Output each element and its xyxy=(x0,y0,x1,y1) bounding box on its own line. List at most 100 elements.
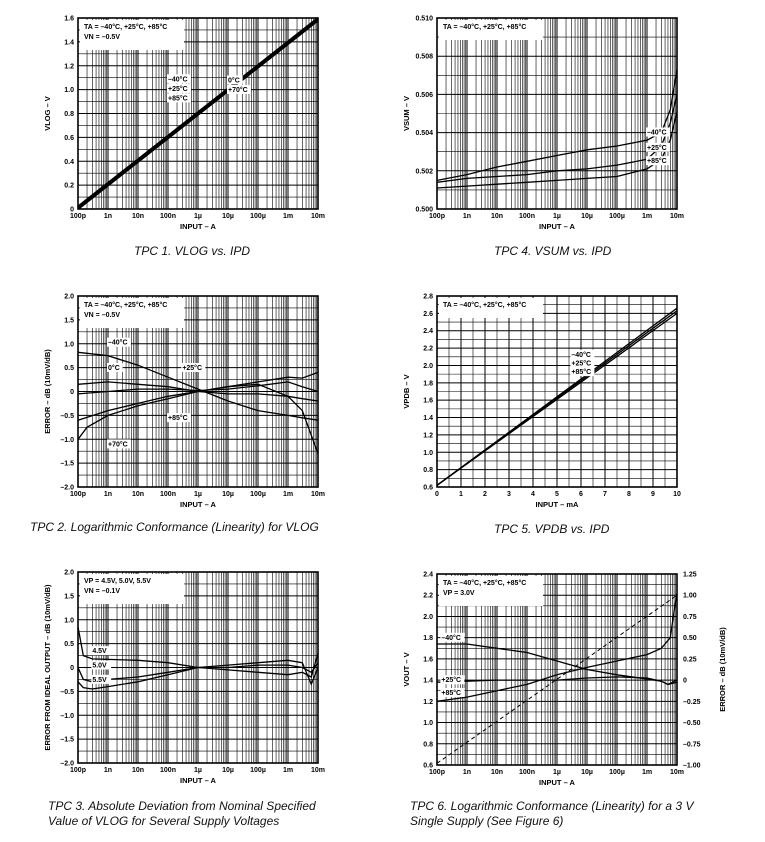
x-tick-label: 10µ xyxy=(222,767,234,774)
annotation-label: +85°C xyxy=(168,414,188,422)
annotation-box xyxy=(440,632,465,642)
y2-tick-label: 0.75 xyxy=(683,614,697,621)
y-tick-label: 2.0 xyxy=(64,570,74,577)
series-line xyxy=(77,17,319,208)
x-tick-label: 10m xyxy=(311,491,325,498)
annotation-label: +25°C xyxy=(441,676,461,684)
series-line xyxy=(77,381,319,402)
series-line xyxy=(436,111,678,189)
annotation-box xyxy=(646,156,670,166)
chart-tpc6-svg: 100p 1n 10n 100n 1µ 10µ 100µ 1m 10m 0.6 0.8 1.0 1.2 1… xyxy=(402,572,727,788)
legend-entry: TA = –40°C, +25°C, +85°C xyxy=(84,23,167,31)
y-axis-label: VOUT – V xyxy=(402,652,411,686)
y-axis-label: ERROR FROM IDEAL OUTPUT – dB (10mV/dB) xyxy=(43,584,52,751)
y-tick-label: 1.8 xyxy=(423,380,433,387)
legend-entry: VP = 4.5V, 5.0V, 5.5V xyxy=(84,578,151,585)
y-tick-label: 2.4 xyxy=(423,328,433,335)
x-tick-label: 0 xyxy=(435,491,439,498)
x-tick-label: 100µ xyxy=(609,769,625,776)
y2-tick-label: 1.00 xyxy=(683,593,697,600)
y-tick-label: 0 xyxy=(70,665,74,672)
y-tick-label: 2.2 xyxy=(423,346,433,353)
y2-tick-label: –0.50 xyxy=(683,720,701,727)
y-tick-label: 0.6 xyxy=(423,485,433,492)
x-tick-label: 1m xyxy=(283,491,293,498)
y2-axis-label: ERROR – dB (10mV/dB) xyxy=(718,627,727,712)
annotation-box xyxy=(570,367,595,377)
y-tick-label: 0.8 xyxy=(423,741,433,748)
y-tick-label: 2.2 xyxy=(423,593,433,600)
annotation-box xyxy=(646,142,670,152)
y-tick-label: 2.0 xyxy=(423,363,433,370)
x-axis-label: INPUT – A xyxy=(539,222,576,231)
chart-tpc4: 100p 1n 10n 100n 1µ 10µ 100µ 1m 10m 0.500 0.502 0.5… xyxy=(385,0,765,268)
x-tick-label: 1 xyxy=(459,491,463,498)
caption-tpc1: TPC 1. VLOG vs. IPD xyxy=(134,244,251,258)
annotation-box xyxy=(227,75,243,85)
y-tick-label: 1.0 xyxy=(64,617,74,624)
x-axis-label: INPUT – A xyxy=(180,222,217,231)
series-line xyxy=(436,69,678,182)
annotation-label: 4.5V xyxy=(92,648,107,655)
series-line xyxy=(77,381,319,395)
x-tick-label: 10µ xyxy=(222,213,234,220)
annotation-box xyxy=(91,660,112,670)
x-tick-label: 1m xyxy=(642,769,652,776)
series-line xyxy=(436,676,678,686)
y-tick-label: –2.0 xyxy=(60,485,74,492)
annotation-box xyxy=(570,358,595,368)
x-tick-label: 1µ xyxy=(553,769,561,776)
y-tick-label: –2.0 xyxy=(60,761,74,768)
x-tick-label: 100n xyxy=(519,769,535,776)
y-axis-label: ERROR – dB (10mV/dB) xyxy=(43,349,52,434)
y-tick-label: 0.5 xyxy=(64,641,74,648)
x-tick-label: 1µ xyxy=(194,767,202,774)
y-tick-label: 0 xyxy=(70,389,74,396)
legend-box xyxy=(439,298,543,318)
y-tick-label: 0 xyxy=(70,207,74,214)
x-tick-label: 10n xyxy=(491,213,503,220)
annotation-box xyxy=(440,687,465,697)
y-tick-label: 0.2 xyxy=(64,183,74,190)
y-tick-label: 0.508 xyxy=(415,54,433,61)
chart-tpc5: 0 1 2 3 4 5 6 7 8 9 10 0.6 0.8 1.0 1.2 1.4 1.6 1.8 2.0 2.2 2… xyxy=(385,282,765,512)
annotation-label: +25°C xyxy=(168,85,188,93)
y-tick-label: 2.8 xyxy=(423,294,433,301)
y-tick-label: 0.502 xyxy=(415,168,433,175)
x-axis-label: INPUT – A xyxy=(539,778,576,787)
legend-entry: TA = –40°C, +25°C, +85°C xyxy=(443,579,526,587)
x-tick-label: 100n xyxy=(519,213,535,220)
annotation-box xyxy=(167,74,191,84)
x-tick-label: 9 xyxy=(651,491,655,498)
annotation-box xyxy=(107,439,131,449)
annotation-label: 5.5V xyxy=(92,677,107,684)
y-tick-label: 0.8 xyxy=(423,467,433,474)
series-line xyxy=(436,312,678,486)
y2-tick-label: 1.25 xyxy=(683,572,697,579)
x-tick-label: 1m xyxy=(642,213,652,220)
x-tick-label: 1µ xyxy=(553,213,561,220)
y-tick-label: 1.6 xyxy=(64,16,74,23)
x-tick-label: 10 xyxy=(673,491,681,498)
annotation-label: 5.0V xyxy=(92,663,107,670)
series-line xyxy=(436,94,678,183)
y-tick-label: –1.5 xyxy=(60,737,74,744)
x-tick-label: 10n xyxy=(132,491,144,498)
annotation-box xyxy=(91,646,112,656)
y-tick-label: 1.8 xyxy=(423,635,433,642)
x-tick-label: 100p xyxy=(429,213,445,220)
x-tick-label: 100p xyxy=(70,767,86,774)
y-tick-label: 1.0 xyxy=(64,341,74,348)
y2-tick-label: 0.50 xyxy=(683,635,697,642)
annotation-box xyxy=(167,83,191,93)
x-tick-label: 10µ xyxy=(581,769,593,776)
chart-tpc1-svg: 100p 1n 10n 100n 1µ 10µ 100µ 1m 10m 0 0.2 0.4 0.6 0.8… xyxy=(43,16,325,232)
legend-entry: TA = –40°C, +25°C, +85°C xyxy=(84,301,167,309)
x-tick-label: 8 xyxy=(627,491,631,498)
y-tick-label: 1.0 xyxy=(64,87,74,94)
legend-entry: VN = –0.5V xyxy=(84,312,120,319)
annotation-box xyxy=(167,93,191,103)
chart-tpc4-svg: 100p 1n 10n 100n 1µ 10µ 100µ 1m 10m 0.500 0.502 0.5… xyxy=(402,16,684,232)
y-tick-label: 1.6 xyxy=(423,398,433,405)
y2-tick-label: –0.75 xyxy=(683,741,701,748)
